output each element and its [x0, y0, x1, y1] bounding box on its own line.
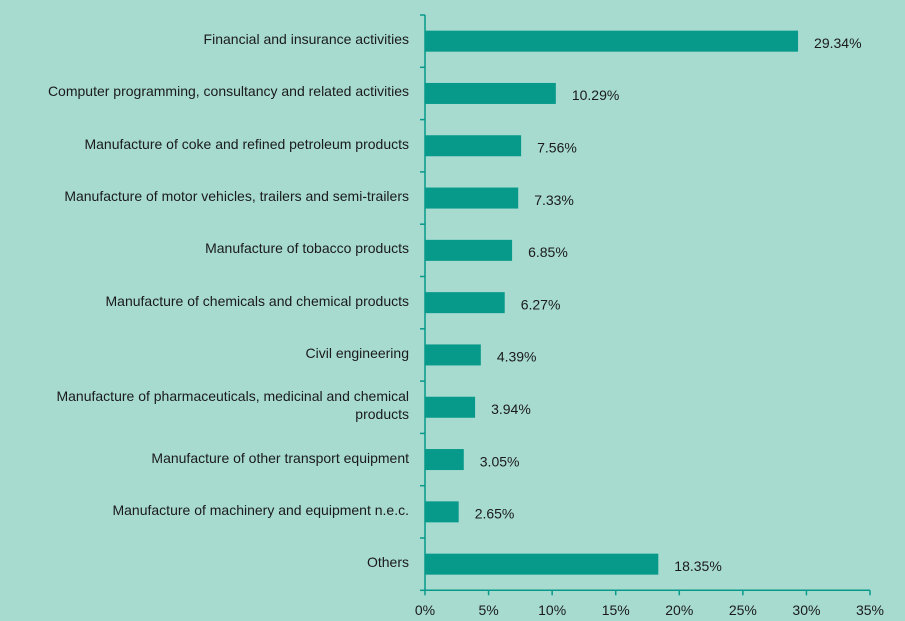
value-label: 6.27% [521, 296, 561, 312]
category-label: Manufacture of machinery and equipment n… [112, 501, 409, 518]
bar [425, 344, 481, 366]
value-label: 6.85% [528, 244, 568, 260]
category-label: Civil engineering [305, 344, 409, 361]
bar [425, 82, 556, 104]
category-label: Manufacture of coke and refined petroleu… [84, 135, 409, 152]
bar [425, 396, 476, 418]
bar [425, 449, 464, 471]
bar [425, 239, 513, 261]
x-tick-label: 35% [856, 602, 884, 618]
value-label: 7.56% [537, 139, 577, 155]
x-tick-label: 25% [729, 602, 757, 618]
x-tick-label: 20% [665, 602, 693, 618]
value-label: 10.29% [572, 87, 619, 103]
bar [425, 292, 505, 314]
value-label: 3.94% [491, 401, 531, 417]
category-label: Manufacture of other transport equipment [151, 449, 409, 466]
category-label: Financial and insurance activities [203, 31, 409, 48]
category-label: Manufacture of tobacco products [205, 240, 409, 257]
x-tick-label: 10% [538, 602, 566, 618]
category-label: Computer programming, consultancy and re… [47, 83, 409, 100]
x-tick-label: 0% [415, 602, 435, 618]
category-label: Manufacture of pharmaceuticals, medicina… [56, 388, 409, 423]
bar [425, 501, 459, 523]
bar [425, 135, 522, 157]
value-label: 18.35% [674, 558, 721, 574]
category-label: Manufacture of motor vehicles, trailers … [64, 188, 409, 205]
x-tick-label: 5% [478, 602, 498, 618]
value-label: 4.39% [497, 349, 537, 365]
x-tick-label: 15% [602, 602, 630, 618]
category-label: Manufacture of chemicals and chemical pr… [105, 292, 409, 309]
value-label: 2.65% [475, 506, 515, 522]
value-label: 7.33% [534, 192, 574, 208]
value-label: 29.34% [814, 35, 861, 51]
x-tick-label: 30% [792, 602, 820, 618]
bar [425, 187, 519, 209]
bar [425, 553, 659, 575]
bar [425, 30, 799, 52]
category-label: Others [366, 554, 409, 571]
value-label: 3.05% [480, 453, 520, 469]
